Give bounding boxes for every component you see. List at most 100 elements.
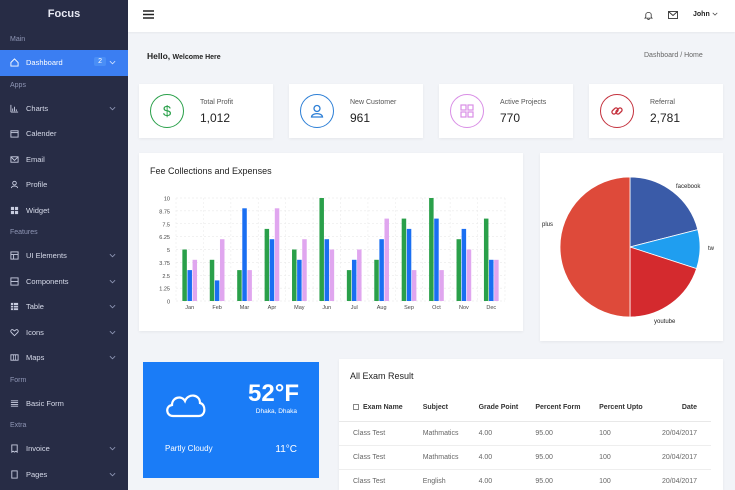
col-percent-form[interactable]: Percent Form	[535, 395, 600, 422]
bar[interactable]	[379, 239, 384, 301]
sidebar-item-widget[interactable]: Widget	[0, 198, 128, 224]
bar[interactable]	[384, 218, 389, 301]
sidebar-item-label: Components	[26, 276, 69, 286]
sidebar-item-components[interactable]: Components	[0, 269, 128, 295]
sidebar-item-icons[interactable]: Icons	[0, 320, 128, 346]
stat-label: Referral	[650, 99, 675, 106]
sidebar: Focus Main Dashboard 2 Apps Charts Calen…	[0, 0, 128, 490]
bar[interactable]	[237, 270, 242, 301]
form-icon	[10, 399, 19, 408]
sidebar-item-email[interactable]: Email	[0, 147, 128, 173]
bar[interactable]	[351, 259, 357, 301]
table-row[interactable]: Class Test Mathmatics 4.00 95.00 100 20/…	[339, 445, 711, 470]
y-tick-label: 6.25	[159, 235, 170, 241]
x-tick-label: Jul	[351, 305, 358, 311]
y-tick-label: 5	[167, 248, 170, 254]
col-grade-point[interactable]: Grade Point	[478, 395, 536, 422]
weather-condition: Partly Cloudy	[165, 444, 213, 453]
bar[interactable]	[466, 249, 472, 302]
stat-label: Total Profit	[200, 99, 234, 106]
bar[interactable]	[329, 249, 335, 302]
x-tick-label: Nov	[459, 305, 469, 311]
bar[interactable]	[494, 259, 499, 301]
pie-slice[interactable]	[559, 176, 631, 318]
col-percent-upto[interactable]: Percent Upto	[599, 395, 662, 422]
sidebar-item-charts[interactable]: Charts	[0, 96, 128, 122]
sidebar-item-label: Basic Form	[26, 398, 64, 408]
sidebar-item-label: Widget	[26, 205, 50, 215]
bar[interactable]	[182, 249, 187, 302]
bar[interactable]	[247, 270, 252, 301]
breadcrumb[interactable]: Dashboard / Home	[644, 52, 703, 59]
select-all-checkbox[interactable]	[353, 404, 359, 411]
bar[interactable]	[264, 228, 270, 301]
bar[interactable]	[319, 198, 324, 301]
bar[interactable]	[292, 249, 297, 302]
pie-slice[interactable]	[629, 246, 698, 318]
table-row[interactable]: Class Test Mathmatics 4.00 95.00 100 20/…	[339, 421, 711, 446]
y-tick-label: 8.75	[159, 209, 170, 215]
mail-icon[interactable]	[668, 11, 678, 19]
cell-percent-upto: 100	[599, 421, 662, 446]
col-exam-name[interactable]: Exam Name	[339, 395, 423, 422]
link-icon	[600, 94, 634, 128]
col-subject[interactable]: Subject	[422, 395, 479, 422]
sidebar-item-maps[interactable]: Maps	[0, 345, 128, 371]
bar[interactable]	[324, 239, 330, 301]
sidebar-item-invoice[interactable]: Invoice	[0, 436, 128, 462]
bar[interactable]	[489, 259, 494, 301]
chevron-down-icon	[109, 253, 116, 258]
user-icon	[300, 94, 334, 128]
bar[interactable]	[192, 259, 198, 301]
bar[interactable]	[219, 239, 225, 301]
bar[interactable]	[357, 249, 362, 302]
x-tick-label: Jan	[185, 305, 194, 311]
chevron-down-icon	[109, 60, 116, 65]
bar[interactable]	[214, 280, 220, 301]
section-features: Features	[10, 229, 38, 236]
sidebar-item-dashboard[interactable]: Dashboard 2	[0, 50, 128, 76]
stat-value: 770	[500, 111, 521, 125]
sidebar-item-basic-form[interactable]: Basic Form	[0, 391, 128, 417]
pages-icon	[10, 470, 19, 479]
sidebar-item-calender[interactable]: Calender	[0, 121, 128, 147]
hamburger-menu-icon[interactable]	[143, 10, 154, 19]
bar[interactable]	[297, 259, 302, 301]
greeting-welcome: Welcome Here	[172, 54, 221, 61]
bar[interactable]	[483, 218, 489, 301]
bar[interactable]	[439, 270, 444, 301]
bar[interactable]	[456, 239, 462, 301]
sidebar-item-label: Calender	[26, 129, 57, 139]
sidebar-item-ui-elements[interactable]: UI Elements	[0, 243, 128, 269]
bar[interactable]	[429, 198, 434, 301]
user-menu[interactable]: John	[693, 11, 718, 18]
bar[interactable]	[274, 208, 280, 301]
sidebar-item-pages[interactable]: Pages	[0, 462, 128, 488]
sidebar-item-profile[interactable]: Profile	[0, 172, 128, 198]
x-tick-label: Feb	[212, 305, 221, 311]
bar[interactable]	[461, 228, 467, 301]
col-date[interactable]: Date	[661, 395, 711, 422]
stat-card-active-projects: Active Projects 770	[439, 84, 573, 138]
bar[interactable]	[242, 208, 247, 301]
bar[interactable]	[434, 218, 439, 301]
bar[interactable]	[411, 270, 417, 301]
bar[interactable]	[406, 228, 412, 301]
bell-icon[interactable]	[644, 10, 653, 20]
bar[interactable]	[209, 259, 215, 301]
sidebar-item-table[interactable]: Table	[0, 294, 128, 320]
bar[interactable]	[269, 239, 275, 301]
weather-card: 52°F Dhaka, Dhaka Partly Cloudy 11°C	[143, 362, 319, 478]
bar[interactable]	[401, 218, 407, 301]
cell-date: 20/04/2017	[661, 445, 711, 470]
bar[interactable]	[346, 270, 352, 301]
bar[interactable]	[302, 239, 307, 301]
pie-slice[interactable]	[629, 176, 699, 248]
bar[interactable]	[187, 270, 192, 301]
section-extra: Extra	[10, 422, 27, 429]
social-pie-chart: facebook tw youtube plus	[542, 176, 715, 325]
brand-logo[interactable]: Focus	[47, 8, 81, 20]
bar[interactable]	[374, 259, 379, 301]
table-row[interactable]: Class Test English 4.00 95.00 100 20/04/…	[339, 469, 711, 490]
sidebar-item-label: Maps	[26, 353, 45, 363]
